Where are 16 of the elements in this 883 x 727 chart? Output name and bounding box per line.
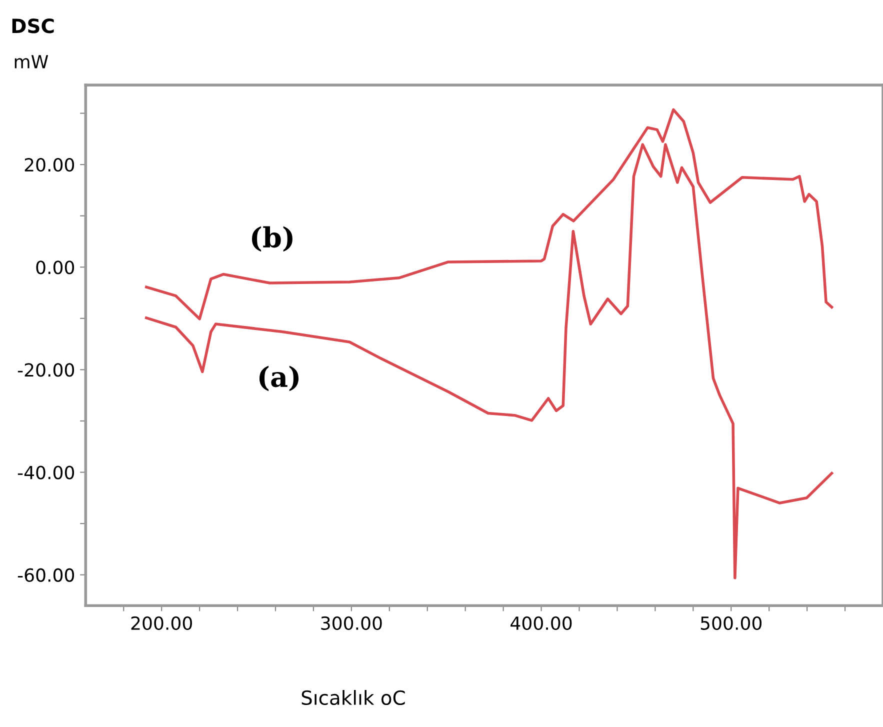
- y-tick-label: -20.00: [18, 363, 74, 377]
- y-axis-title: mW: [14, 55, 48, 68]
- annotation: (b): [252, 226, 292, 252]
- x-tick-label: 400.00: [510, 616, 572, 630]
- y-tick-label: 0.00: [36, 260, 74, 274]
- annotation: (a): [259, 366, 299, 392]
- y-tick-label: -40.00: [18, 466, 74, 480]
- chart-title: DSC: [12, 18, 54, 34]
- y-tick-label: -60.00: [18, 568, 74, 582]
- x-tick-label: 500.00: [700, 616, 762, 630]
- x-axis-title: Sıcaklık oC: [302, 690, 405, 706]
- line-series: [145, 108, 834, 320]
- line-series: [145, 143, 834, 580]
- x-tick-label: 300.00: [321, 616, 382, 630]
- x-tick-label: 200.00: [131, 616, 192, 630]
- y-tick-label: 20.00: [24, 158, 74, 172]
